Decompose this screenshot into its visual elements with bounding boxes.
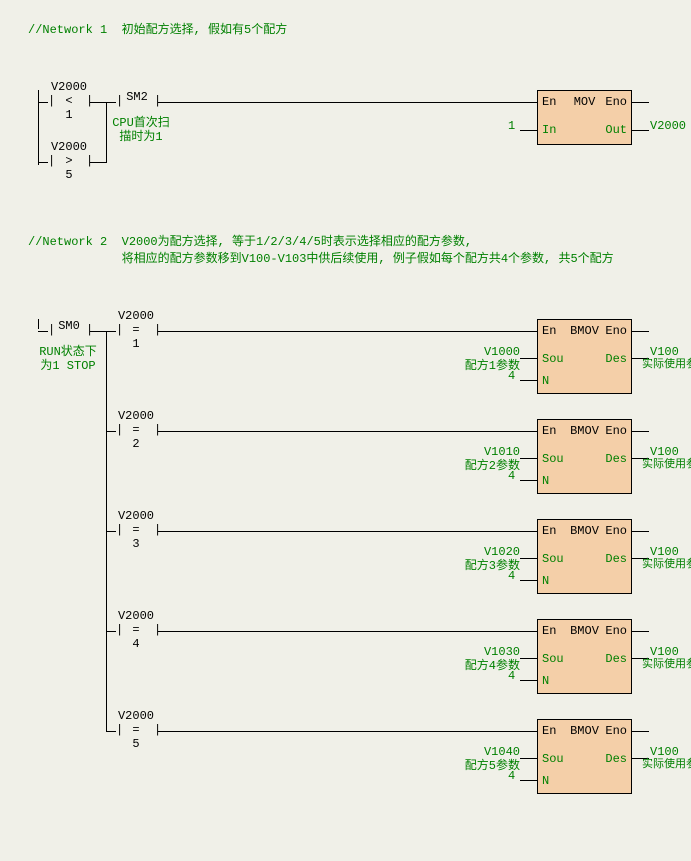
bmov-box: En Eno BMOV Sou Des N [537,419,632,494]
network2-title: //Network 2 V2000为配方选择, 等于1/2/3/4/5时表示选择… [20,232,671,266]
des-var: V100 [650,645,679,659]
rung-5: | | V2000 = 5 En Eno BMOV Sou Des N V104… [20,709,691,809]
cmp-var: V2000 [116,409,156,423]
sou-var: V1040 [460,745,520,759]
n-val: 4 [508,369,515,383]
lt-val: 1 [50,108,88,122]
des-desc: 实际使用参数 [642,659,691,672]
bmov-box: En Eno BMOV Sou Des N [537,619,632,694]
bmov-box: En Eno BMOV Sou Des N [537,719,632,794]
lt-var: V2000 [50,80,88,94]
bmov-n: N [542,574,549,588]
mov-out: Out [605,123,627,137]
cmp-var: V2000 [116,709,156,723]
lt-op: < [50,94,88,108]
cmp-val: 3 [116,537,156,551]
cmp-var: V2000 [116,509,156,523]
cmp-op: = [116,623,156,637]
sou-var: V1010 [460,445,520,459]
net2-c2: 将相应的配方参数移到V100-V103中供后续使用, 例子假如每个配方共4个参数… [122,252,614,266]
rung-4: | | V2000 = 4 En Eno BMOV Sou Des N V103… [20,609,691,709]
des-var: V100 [650,345,679,359]
rung-2: | | V2000 = 2 En Eno BMOV Sou Des N V101… [20,409,691,509]
rung-3: | | V2000 = 3 En Eno BMOV Sou Des N V102… [20,509,691,609]
bmov-sou: Sou [542,752,564,766]
gt-val: 5 [50,168,88,182]
des-desc: 实际使用参数 [642,759,691,772]
cmp-op: = [116,723,156,737]
cmp-val: 4 [116,637,156,651]
n-val: 4 [508,569,515,583]
bmov-name: BMOV [538,624,631,638]
mov-in: In [542,123,556,137]
cmp-op: = [116,423,156,437]
n-val: 4 [508,769,515,783]
des-desc: 实际使用参数 [642,559,691,572]
des-var: V100 [650,745,679,759]
des-desc: 实际使用参数 [642,459,691,472]
bmov-n: N [542,374,549,388]
bmov-name: BMOV [538,324,631,338]
bmov-box: En Eno BMOV Sou Des N [537,519,632,594]
sm2-c2: 描时为1 [106,130,176,144]
sou-var: V1000 [460,345,520,359]
bmov-des: Des [605,352,627,366]
net1-id: //Network 1 [28,23,107,37]
mov-box: En Eno MOV In Out [537,90,632,145]
bmov-des: Des [605,752,627,766]
cmp-val: 2 [116,437,156,451]
bmov-n: N [542,474,549,488]
bmov-name: BMOV [538,724,631,738]
mov-in-val: 1 [508,119,515,133]
sm2-c1: CPU首次扫 [106,116,176,130]
n-val: 4 [508,469,515,483]
sou-var: V1030 [460,645,520,659]
network1-title: //Network 1 初始配方选择, 假如有5个配方 [20,20,671,37]
sou-var: V1020 [460,545,520,559]
des-var: V100 [650,445,679,459]
bmov-n: N [542,674,549,688]
bmov-box: En Eno BMOV Sou Des N [537,319,632,394]
bmov-sou: Sou [542,352,564,366]
bmov-sou: Sou [542,552,564,566]
network2-diagram: | | SM0 RUN状态下 为1 STOP | | V2000 = 1 En … [20,281,671,811]
bmov-des: Des [605,452,627,466]
network1-diagram: | | V2000 < 1 | | V2000 > 5 | | SM2 CPU首… [20,52,671,202]
bmov-des: Des [605,552,627,566]
des-desc: 实际使用参数 [642,359,691,372]
cmp-val: 5 [116,737,156,751]
bmov-sou: Sou [542,652,564,666]
gt-op: > [50,154,88,168]
des-var: V100 [650,545,679,559]
cmp-op: = [116,323,156,337]
bmov-name: BMOV [538,524,631,538]
bmov-name: BMOV [538,424,631,438]
mov-name: MOV [538,95,631,109]
cmp-var: V2000 [116,609,156,623]
bmov-sou: Sou [542,452,564,466]
cmp-op: = [116,523,156,537]
mov-out-val: V2000 [650,119,686,133]
cmp-val: 1 [116,337,156,351]
rung-1: | | V2000 = 1 En Eno BMOV Sou Des N V100… [20,309,691,409]
net2-id: //Network 2 [28,235,107,249]
n-val: 4 [508,669,515,683]
net2-c1: V2000为配方选择, 等于1/2/3/4/5时表示选择相应的配方参数, [122,235,472,249]
net1-comment: 初始配方选择, 假如有5个配方 [122,23,288,37]
sm2-var: SM2 [118,90,156,104]
bmov-des: Des [605,652,627,666]
gt-var: V2000 [50,140,88,154]
cmp-var: V2000 [116,309,156,323]
bmov-n: N [542,774,549,788]
